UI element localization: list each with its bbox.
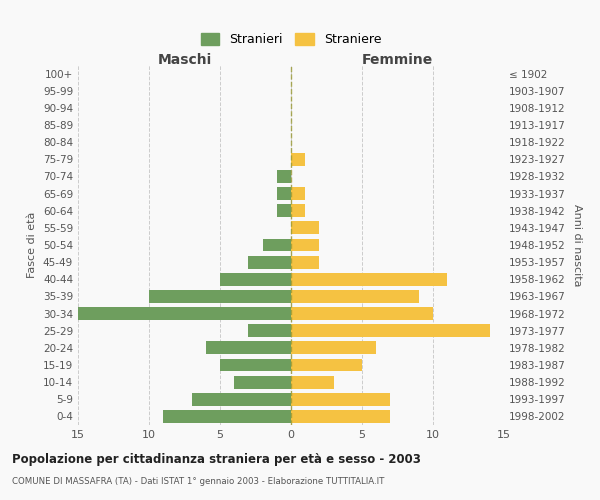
Bar — [234, 376, 291, 388]
Bar — [291, 290, 419, 303]
Bar — [291, 222, 319, 234]
Text: Popolazione per cittadinanza straniera per età e sesso - 2003: Popolazione per cittadinanza straniera p… — [12, 452, 421, 466]
Text: Femmine: Femmine — [362, 52, 433, 66]
Bar — [291, 204, 305, 217]
Bar — [291, 273, 447, 285]
Bar — [248, 324, 291, 337]
Bar — [248, 256, 291, 268]
Bar — [291, 324, 490, 337]
Text: Maschi: Maschi — [157, 52, 212, 66]
Bar — [149, 290, 291, 303]
Bar — [291, 410, 391, 423]
Bar — [277, 170, 291, 183]
Y-axis label: Fasce di età: Fasce di età — [28, 212, 37, 278]
Bar — [291, 153, 305, 166]
Bar — [291, 238, 319, 252]
Bar — [191, 393, 291, 406]
Bar — [291, 376, 334, 388]
Bar — [291, 256, 319, 268]
Bar — [163, 410, 291, 423]
Bar — [291, 342, 376, 354]
Bar — [78, 307, 291, 320]
Bar — [206, 342, 291, 354]
Bar — [291, 358, 362, 372]
Legend: Stranieri, Straniere: Stranieri, Straniere — [196, 28, 386, 52]
Bar — [277, 204, 291, 217]
Bar — [263, 238, 291, 252]
Y-axis label: Anni di nascita: Anni di nascita — [572, 204, 582, 286]
Bar — [220, 358, 291, 372]
Bar — [291, 187, 305, 200]
Bar — [291, 307, 433, 320]
Bar — [291, 393, 391, 406]
Bar — [220, 273, 291, 285]
Text: COMUNE DI MASSAFRA (TA) - Dati ISTAT 1° gennaio 2003 - Elaborazione TUTTITALIA.I: COMUNE DI MASSAFRA (TA) - Dati ISTAT 1° … — [12, 478, 385, 486]
Bar — [277, 187, 291, 200]
